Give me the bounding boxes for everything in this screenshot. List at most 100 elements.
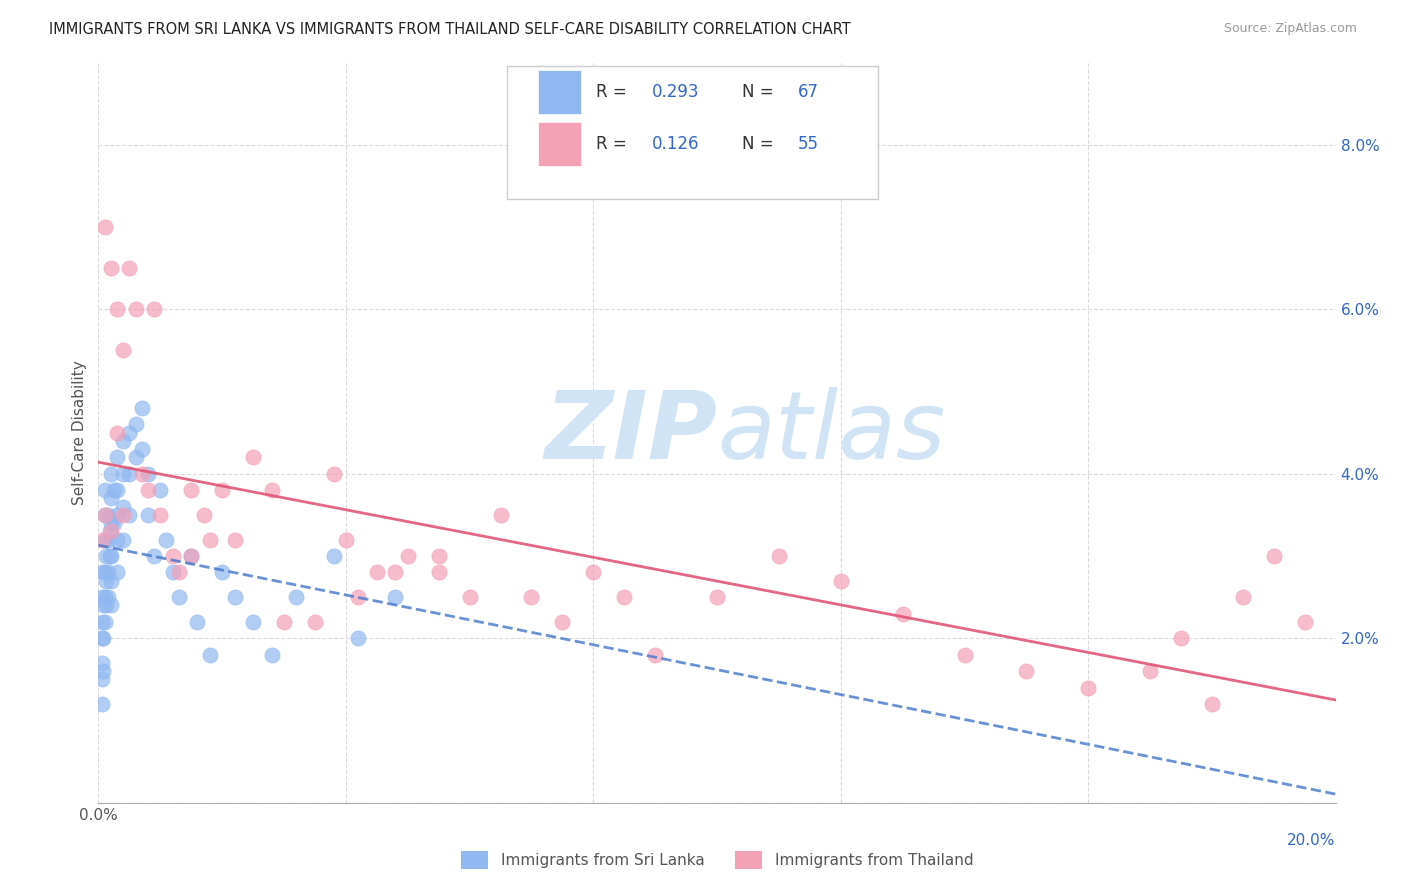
Point (105, 533, 128, 547)
Point (131, 442, 153, 456)
Point (149, 483, 172, 498)
Point (98, 549, 121, 563)
Point (706, 590, 728, 604)
Point (155, 533, 177, 547)
Point (94, 599, 117, 613)
Text: atlas: atlas (717, 387, 945, 478)
Point (93, 615, 115, 629)
Text: R =: R = (596, 83, 631, 101)
Point (830, 574, 852, 588)
Point (105, 425, 128, 440)
Text: N =: N = (742, 135, 779, 153)
Point (149, 508, 172, 522)
Point (427, 549, 450, 563)
Text: N =: N = (742, 83, 779, 101)
Point (384, 566, 406, 580)
Point (112, 434, 135, 448)
Point (582, 566, 605, 580)
Point (124, 417, 146, 432)
Point (180, 549, 202, 563)
Point (100, 491, 122, 506)
Point (98, 524, 121, 539)
Point (322, 549, 344, 563)
Point (143, 302, 166, 317)
Point (93, 664, 115, 678)
FancyBboxPatch shape (537, 70, 581, 114)
Point (90, 632, 112, 646)
Point (186, 615, 208, 629)
FancyBboxPatch shape (506, 66, 877, 200)
Point (131, 467, 153, 481)
Text: IMMIGRANTS FROM SRI LANKA VS IMMIGRANTS FROM THAILAND SELF-CARE DISABILITY CORRE: IMMIGRANTS FROM SRI LANKA VS IMMIGRANTS … (49, 22, 851, 37)
Point (458, 590, 481, 604)
Point (167, 590, 190, 604)
Point (112, 343, 135, 358)
Point (97, 508, 120, 522)
Point (211, 566, 233, 580)
Point (644, 648, 666, 662)
Text: 0.126: 0.126 (651, 135, 699, 153)
Point (100, 549, 122, 563)
Point (211, 483, 233, 498)
Point (93, 599, 115, 613)
Point (100, 524, 122, 539)
Point (1263, 549, 1285, 563)
Point (93, 566, 115, 580)
Point (366, 566, 388, 580)
Point (97, 590, 120, 604)
Point (136, 508, 159, 522)
Point (273, 615, 295, 629)
Point (93, 566, 115, 580)
Point (118, 425, 141, 440)
Point (100, 516, 122, 530)
Point (1232, 590, 1254, 604)
Point (112, 508, 135, 522)
Y-axis label: Self-Care Disability: Self-Care Disability (72, 360, 87, 505)
Point (242, 615, 264, 629)
Point (105, 450, 128, 465)
Point (613, 590, 636, 604)
Point (93, 508, 115, 522)
Point (347, 632, 370, 646)
Point (94, 574, 117, 588)
Point (93, 483, 115, 498)
Point (520, 590, 543, 604)
Point (162, 549, 184, 563)
FancyBboxPatch shape (537, 121, 581, 166)
Point (1077, 681, 1099, 695)
Point (105, 508, 128, 522)
Point (193, 508, 215, 522)
Text: R =: R = (596, 135, 631, 153)
Point (124, 302, 146, 317)
Point (242, 450, 264, 465)
Point (384, 590, 406, 604)
Point (93, 219, 115, 234)
Point (90, 615, 112, 629)
Text: 0.293: 0.293 (651, 83, 699, 101)
Point (304, 615, 326, 629)
Point (891, 607, 914, 621)
Point (97, 566, 120, 580)
Point (1170, 632, 1192, 646)
Point (285, 590, 308, 604)
Point (427, 566, 450, 580)
Text: 20.0%: 20.0% (1288, 833, 1336, 848)
Point (260, 648, 283, 662)
Point (1139, 664, 1161, 678)
Point (90, 533, 112, 547)
Point (105, 483, 128, 498)
Text: 67: 67 (797, 83, 818, 101)
Point (93, 590, 115, 604)
Point (260, 483, 283, 498)
Text: Source: ZipAtlas.com: Source: ZipAtlas.com (1223, 22, 1357, 36)
Point (90, 673, 112, 687)
Point (180, 483, 202, 498)
Point (551, 615, 574, 629)
Point (162, 566, 184, 580)
Text: 55: 55 (797, 135, 818, 153)
Point (347, 590, 370, 604)
Point (118, 508, 141, 522)
Point (112, 467, 135, 481)
Point (224, 590, 246, 604)
Point (112, 500, 135, 514)
